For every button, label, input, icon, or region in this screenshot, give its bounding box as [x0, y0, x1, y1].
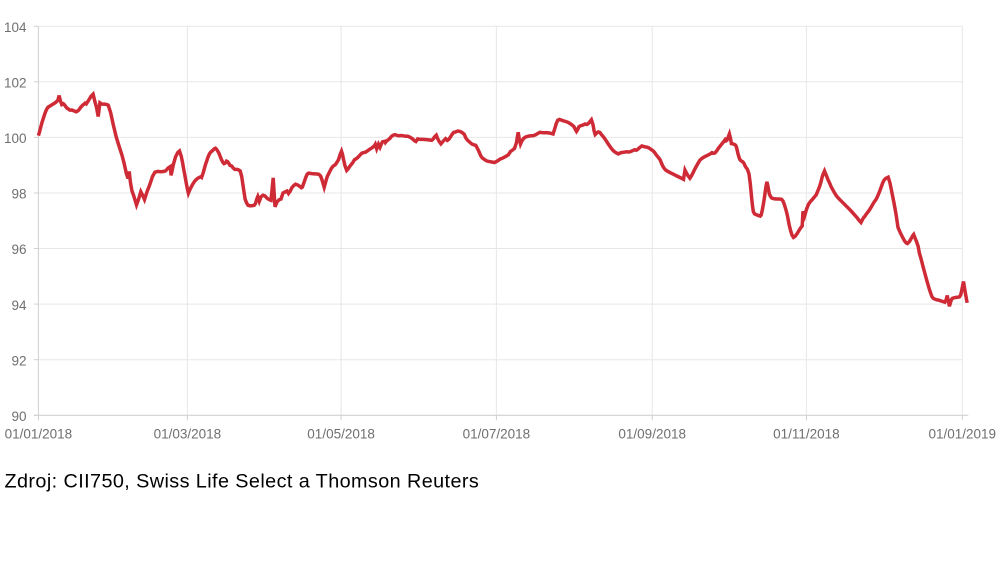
svg-text:104: 104 — [4, 20, 27, 35]
svg-text:01/09/2018: 01/09/2018 — [618, 426, 686, 441]
svg-text:01/03/2018: 01/03/2018 — [154, 426, 222, 441]
svg-text:100: 100 — [4, 131, 27, 146]
svg-text:01/01/2018: 01/01/2018 — [5, 426, 73, 441]
svg-text:92: 92 — [11, 353, 26, 368]
svg-text:94: 94 — [11, 298, 27, 313]
svg-text:01/05/2018: 01/05/2018 — [307, 426, 375, 441]
svg-text:98: 98 — [11, 187, 26, 202]
svg-text:01/11/2018: 01/11/2018 — [773, 426, 840, 441]
svg-text:01/01/2019: 01/01/2019 — [929, 426, 997, 441]
svg-text:90: 90 — [11, 409, 26, 424]
svg-text:102: 102 — [4, 76, 27, 91]
svg-text:96: 96 — [11, 242, 26, 257]
svg-text:01/07/2018: 01/07/2018 — [463, 426, 531, 441]
svg-text:Zdroj: CII750, Swiss Life Sele: Zdroj: CII750, Swiss Life Select a Thoms… — [5, 471, 480, 493]
